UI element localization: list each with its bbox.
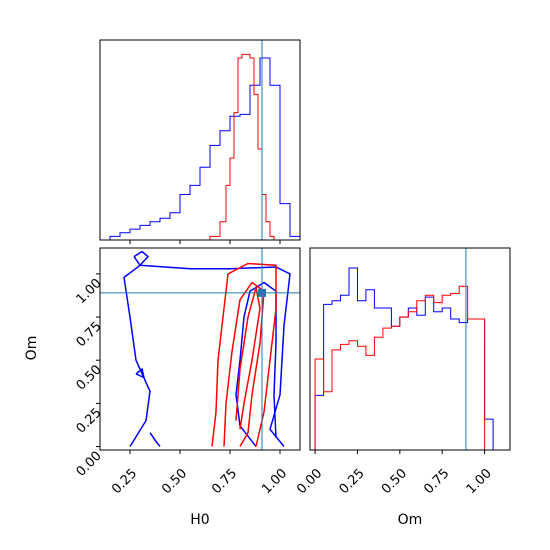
h0-hist-series-1	[209, 53, 275, 240]
contour-line-2	[133, 250, 149, 267]
contour-panel-frame	[99, 247, 301, 451]
contour-line-6	[223, 281, 265, 447]
om-hist-series-1	[314, 285, 486, 450]
h0-hist-frame	[99, 39, 301, 241]
y-axis-title-om: Om	[24, 336, 40, 361]
h0-x-tick-label-3: 1.00	[259, 466, 290, 497]
contour-layer	[100, 248, 300, 450]
om-x-tick-label-4: 1.00	[464, 466, 495, 497]
x-axis-title-om: Om	[398, 512, 423, 528]
om-x-tick-label-1: 0.25	[337, 466, 368, 497]
contour-line-3	[135, 368, 145, 379]
om-x-tick-label-3: 0.75	[421, 466, 452, 497]
contour-line-5	[211, 262, 277, 447]
x-axis-title-h0: H0	[190, 512, 209, 528]
h0-hist-series-0	[109, 57, 301, 240]
contour-line-4	[149, 432, 161, 447]
om-x-tick-label-0: 0.00	[294, 466, 325, 497]
h0-om-contour-panel: 0.25 0.50 0.75 1.000.000.250.500.751.00	[74, 247, 301, 497]
h0-x-tick-label-2: 0.75	[209, 466, 240, 497]
om-x-tick-label-2: 0.50	[379, 466, 410, 497]
om-marginal-panel: 0.00 0.25 0.50 0.75 1.00	[294, 247, 511, 497]
om-hist-frame	[309, 247, 511, 451]
h0-x-tick-label-0: 0.25	[109, 466, 140, 497]
om-y-tick-label-0: 0.00	[74, 449, 105, 480]
h0-marginal-panel	[99, 39, 301, 244]
contour-line-0	[123, 264, 291, 447]
contour-line-7	[235, 286, 261, 430]
truth-marker	[258, 288, 266, 297]
h0-x-tick-label-1: 0.50	[159, 466, 190, 497]
